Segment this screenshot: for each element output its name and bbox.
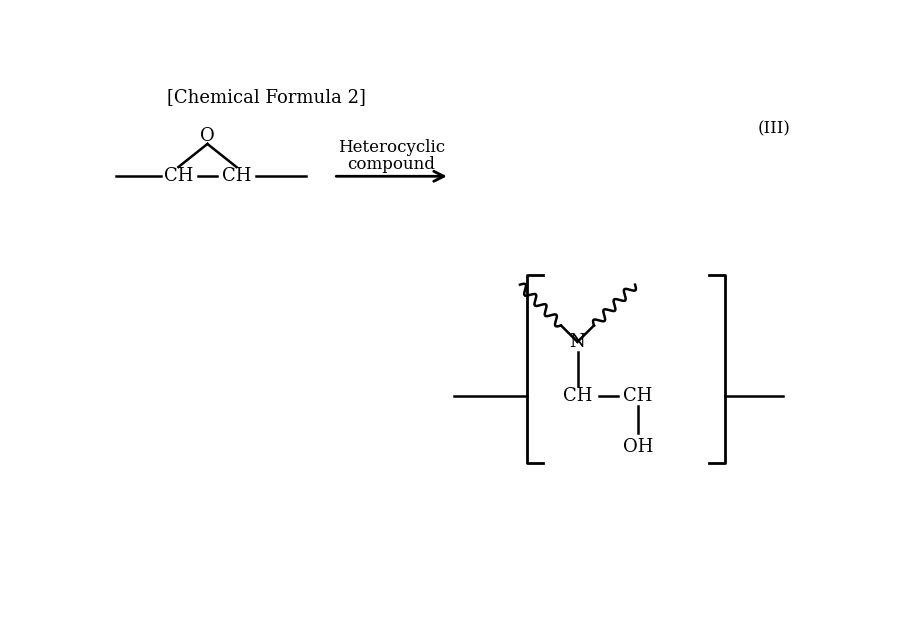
Text: N: N (570, 333, 585, 351)
Text: (III): (III) (758, 120, 790, 137)
Text: O: O (200, 128, 215, 146)
Text: OH: OH (623, 438, 653, 456)
Text: CH: CH (562, 387, 592, 405)
Text: compound: compound (347, 156, 436, 174)
Text: [Chemical Formula 2]: [Chemical Formula 2] (166, 88, 365, 106)
Text: CH: CH (221, 167, 251, 185)
Text: CH: CH (624, 387, 652, 405)
Text: Heterocyclic: Heterocyclic (338, 139, 446, 156)
Text: CH: CH (164, 167, 194, 185)
